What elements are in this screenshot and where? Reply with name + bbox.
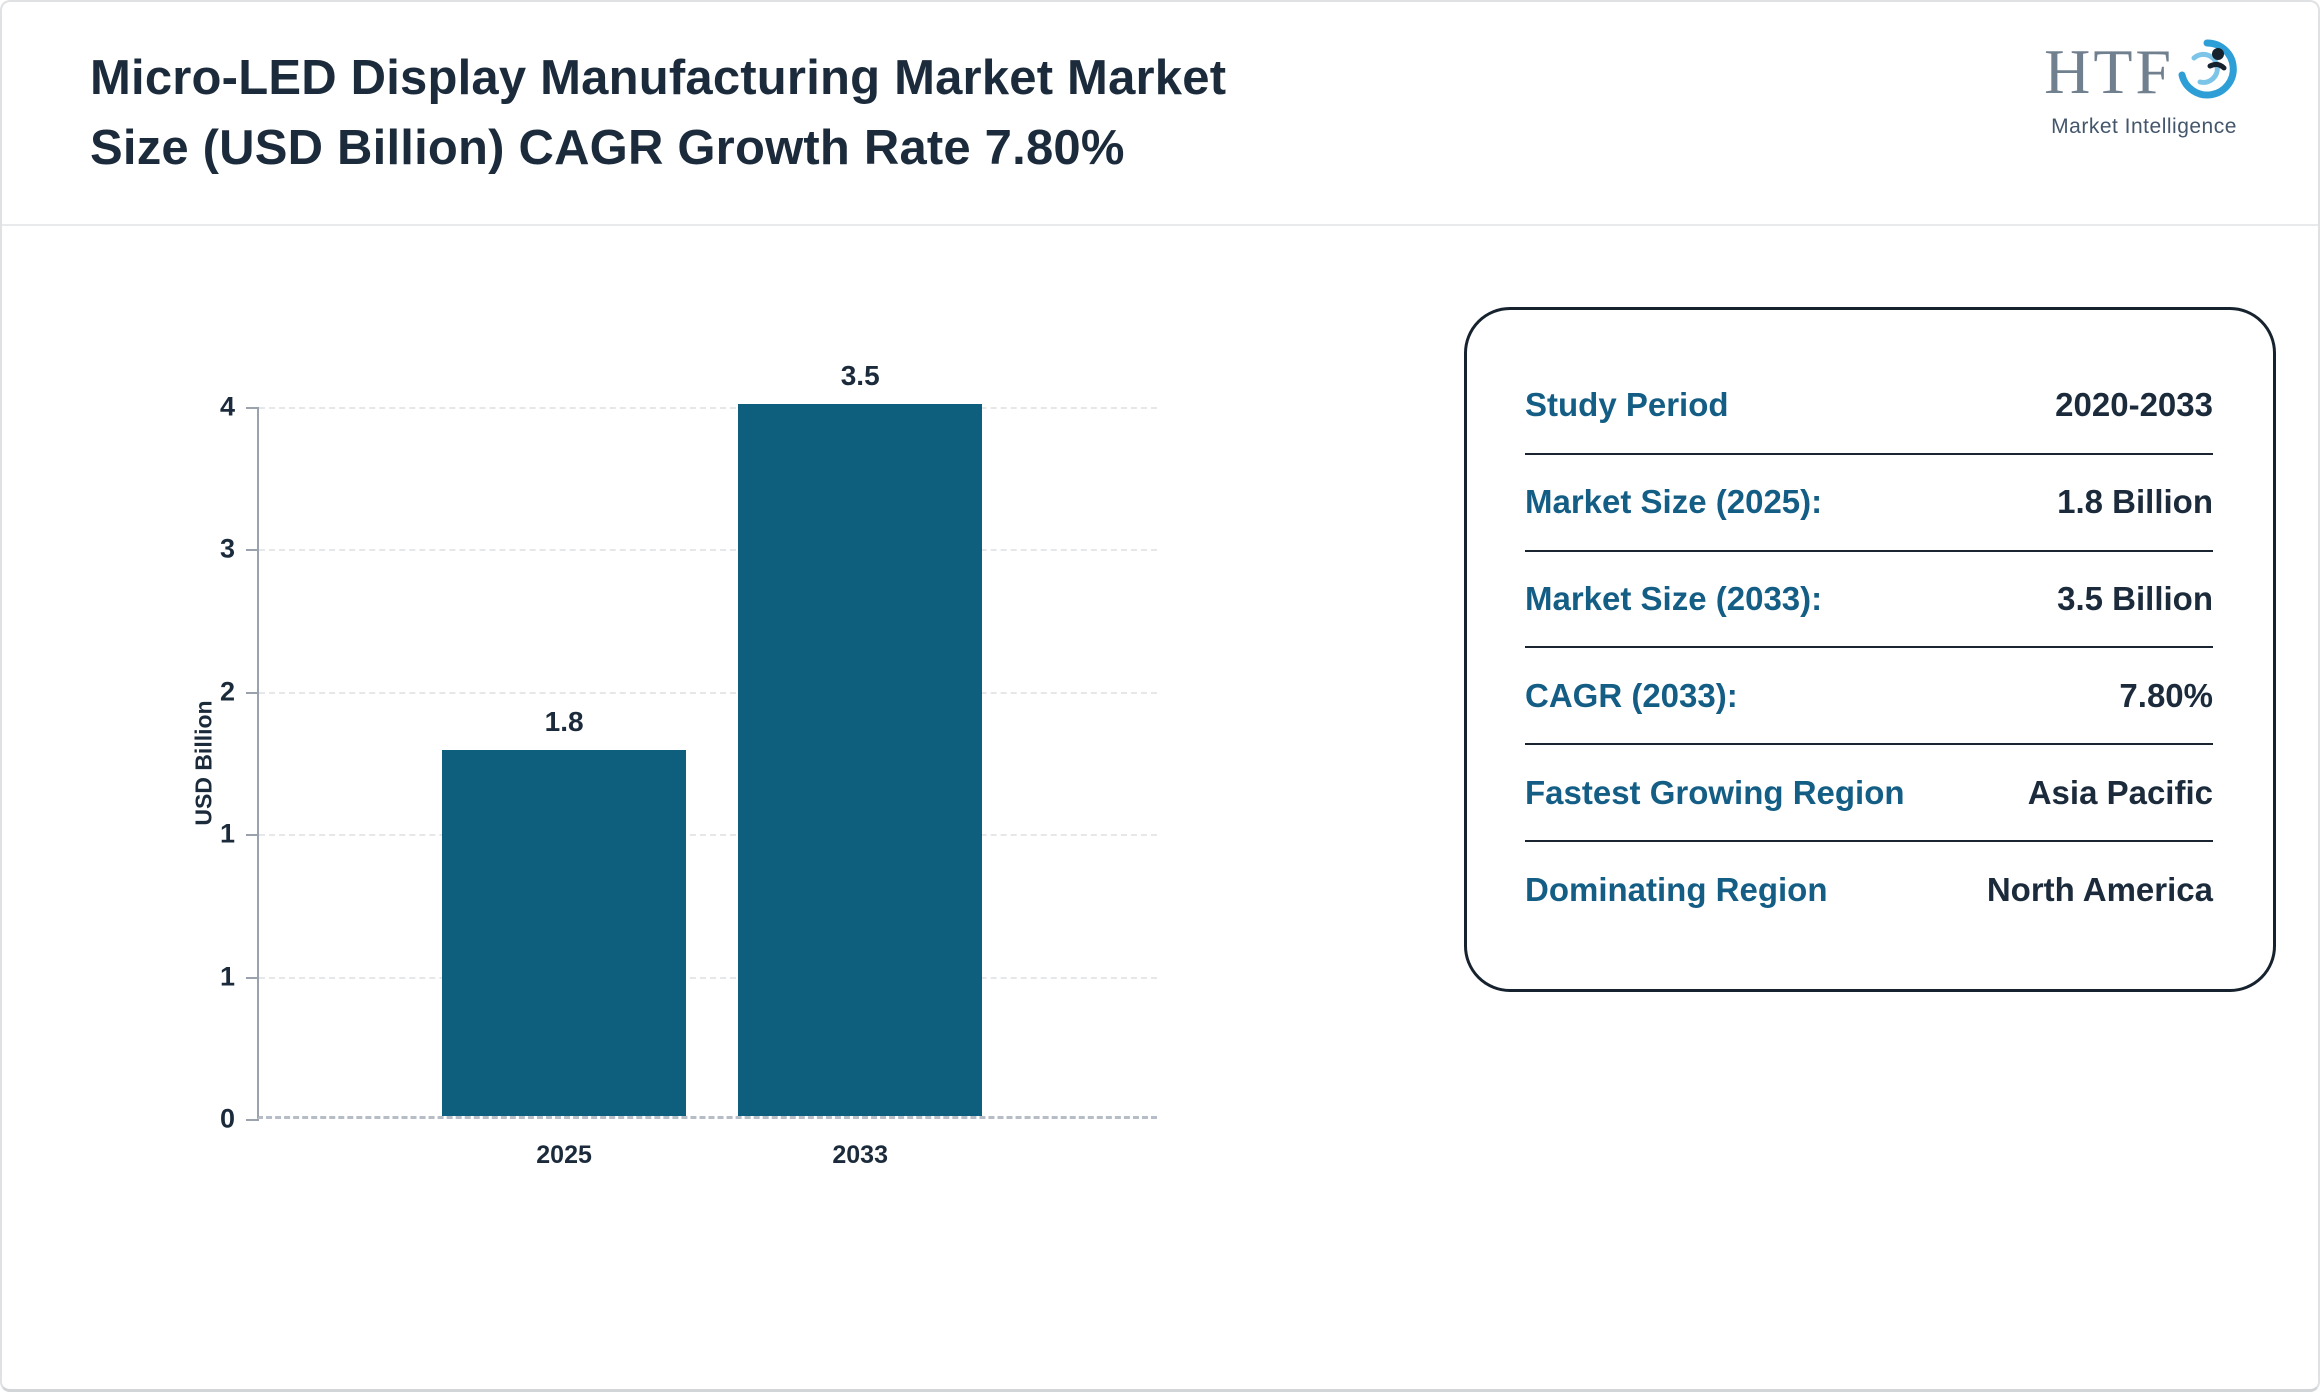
gridline	[259, 407, 1157, 409]
y-tick-label: 2	[219, 676, 235, 707]
logo-htf-text: HTF	[2044, 36, 2174, 107]
summary-value: 7.80%	[2119, 676, 2213, 714]
bar-value-label: 1.8	[544, 705, 584, 737]
bar-value-label: 3.5	[840, 360, 880, 391]
summary-label: CAGR (2033):	[1525, 676, 1738, 714]
summary-label: Market Size (2025):	[1525, 483, 1823, 521]
y-tick-label: 4	[219, 391, 235, 422]
logo-row: HTF	[2044, 36, 2244, 113]
y-tick-mark	[246, 549, 259, 552]
summary-rows: Study Period 2020-2033 Market Size (2025):…	[1525, 358, 2213, 937]
summary-row: Study Period 2020-2033	[1525, 358, 2213, 453]
y-tick-mark	[246, 976, 259, 979]
summary-value: North America	[1986, 870, 2213, 908]
header-divider	[2, 224, 2318, 226]
bar-2025	[442, 749, 687, 1116]
summary-value: 3.5 Billion	[2057, 580, 2213, 618]
y-tick-label: 1	[219, 818, 235, 849]
x-tick-label: 2033	[832, 1141, 888, 1169]
summary-value: 2020-2033	[2055, 386, 2213, 424]
y-tick-mark	[246, 834, 259, 837]
summary-card: Study Period 2020-2033 Market Size (2025):…	[1464, 307, 2276, 992]
y-tick-label: 0	[219, 1103, 235, 1134]
summary-row: Fastest Growing Region Asia Pacific	[1525, 743, 2213, 840]
bar-chart: USD Billion 0 1 1 2 3 4 1.8 2025 3.5 2033	[152, 360, 1232, 1202]
plot-area: 0 1 1 2 3 4 1.8 2025 3.5 2033	[220, 360, 1157, 1169]
y-tick-label: 1	[219, 961, 235, 992]
summary-row: Dominating Region North America	[1525, 840, 2213, 937]
summary-label: Market Size (2033):	[1525, 580, 1823, 618]
summary-row: Market Size (2025): 1.8 Billion	[1525, 452, 2213, 550]
y-tick-label: 3	[219, 533, 235, 564]
y-tick-mark	[246, 691, 259, 694]
page-title: Micro-LED Display Manufacturing Market M…	[90, 51, 1227, 175]
gridline	[259, 691, 1157, 694]
gridline	[259, 549, 1157, 552]
summary-label: Dominating Region	[1525, 870, 1828, 908]
htf-logo: HTF Market Intelligence	[2044, 36, 2244, 139]
logo-subtitle: Market Intelligence	[2051, 115, 2237, 138]
x-tick-label: 2025	[536, 1141, 592, 1169]
gridline	[259, 834, 1157, 837]
summary-row: Market Size (2033): 3.5 Billion	[1525, 549, 2213, 647]
y-tick-mark	[246, 407, 259, 409]
summary-value: 1.8 Billion	[2057, 483, 2213, 521]
y-tick-mark	[246, 1119, 259, 1121]
logo-swirl-icon	[2170, 34, 2244, 113]
summary-label: Fastest Growing Region	[1525, 773, 1905, 811]
bar-2033	[738, 404, 983, 1116]
gridline	[259, 976, 1157, 979]
summary-row: CAGR (2033): 7.80%	[1525, 646, 2213, 743]
summary-label: Study Period	[1525, 386, 1729, 424]
summary-value: Asia Pacific	[2027, 773, 2213, 811]
